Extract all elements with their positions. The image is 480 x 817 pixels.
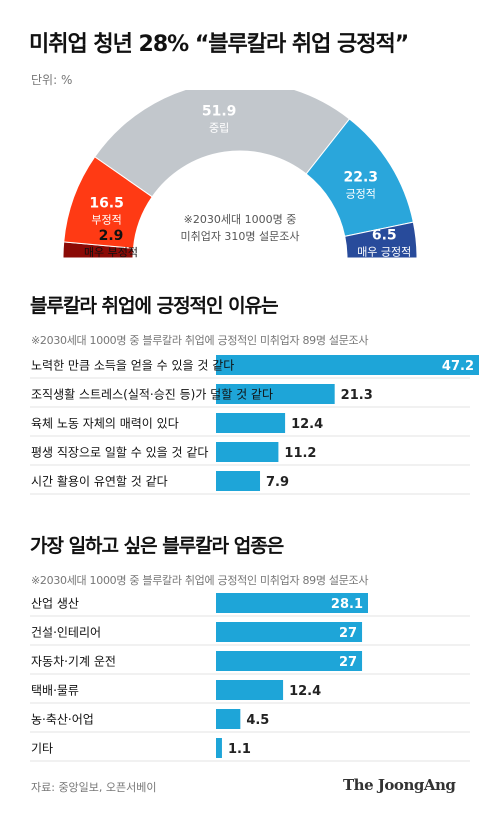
donut-value-3: 22.3 xyxy=(343,169,378,185)
bar-4 xyxy=(216,709,241,729)
page-title: 미취업 청년 28% “블루칼라 취업 긍정적” xyxy=(29,32,409,57)
bar-label-4: 농·축산·어업 xyxy=(31,713,94,727)
bar-value-4: 7.9 xyxy=(266,475,289,490)
unit-label: 단위: % xyxy=(31,73,73,87)
donut-chart: 2.9 매우 부정적 16.5 부정적 51.9 중립 22.3 긍정적 6.5 매우 긍정적 ※… xyxy=(62,90,418,259)
bar-value-0: 28.1 xyxy=(331,597,363,612)
section-title-reasons: 블루칼라 취업에 긍정적인 이유는 xyxy=(30,295,279,317)
donut-label-0: 매우 부정적 xyxy=(84,246,138,259)
bar-label-5: 기타 xyxy=(31,742,53,756)
bar-chart-industries: 산업 생산 28.1 건설·인테리어 27 자동차·기계 운전 27 택배·물류 12.4 농·… xyxy=(30,593,470,762)
bar-label-1: 건설·인테리어 xyxy=(31,626,101,640)
bar-5 xyxy=(216,738,222,758)
bar-label-0: 노력한 만큼 소득을 얻을 수 있을 것 같다 xyxy=(31,359,234,373)
bar-label-0: 산업 생산 xyxy=(31,597,79,611)
bar-value-4: 4.5 xyxy=(246,713,269,728)
bar-value-3: 12.4 xyxy=(289,684,321,699)
brand-logo: The JoongAng xyxy=(343,776,456,794)
bar-3 xyxy=(216,680,284,700)
bar-2 xyxy=(216,651,363,671)
source-label: 자료: 중앙일보, 오픈서베이 xyxy=(31,781,157,794)
bar-value-1: 21.3 xyxy=(341,388,373,403)
donut-value-0: 2.9 xyxy=(99,228,124,244)
bar-value-3: 11.2 xyxy=(284,446,316,461)
bar-value-1: 27 xyxy=(339,626,357,641)
bar-4 xyxy=(216,471,261,491)
bar-0 xyxy=(216,355,479,375)
bar-value-2: 27 xyxy=(339,655,357,670)
bar-chart-reasons: 노력한 만큼 소득을 얻을 수 있을 것 같다 47.2 조직생활 스트레스(실적·… xyxy=(30,355,479,495)
bar-1 xyxy=(216,384,335,404)
donut-label-4: 매우 긍정적 xyxy=(357,245,411,258)
bar-3 xyxy=(216,442,279,462)
donut-label-3: 긍정적 xyxy=(346,187,376,200)
bar-2 xyxy=(216,413,286,433)
donut-value-1: 16.5 xyxy=(89,195,124,211)
section-note-reasons: ※2030세대 1000명 중 블루칼라 취업에 긍정적인 미취업자 89명 설… xyxy=(31,334,369,347)
donut-label-1: 부정적 xyxy=(91,213,121,226)
section-note-industries: ※2030세대 1000명 중 블루칼라 취업에 긍정적인 미취업자 89명 설… xyxy=(31,574,369,587)
donut-value-2: 51.9 xyxy=(202,104,237,120)
bar-label-2: 육체 노동 자체의 매력이 있다 xyxy=(31,417,179,431)
bar-value-5: 1.1 xyxy=(228,742,251,757)
donut-value-4: 6.5 xyxy=(372,227,397,243)
bar-1 xyxy=(216,622,363,642)
bar-value-0: 47.2 xyxy=(442,359,474,374)
bar-label-2: 자동차·기계 운전 xyxy=(31,655,116,669)
donut-label-2: 중립 xyxy=(209,122,229,135)
bar-0 xyxy=(216,593,368,613)
bar-label-1: 조직생활 스트레스(실적·승진 등)가 덜할 것 같다 xyxy=(31,388,273,402)
bar-label-4: 시간 활용이 유연할 것 같다 xyxy=(31,475,168,489)
donut-note: ※2030세대 1000명 중 미취업자 310명 설문조사 xyxy=(180,213,299,243)
bar-value-2: 12.4 xyxy=(291,417,323,432)
donut-slice-2 xyxy=(94,90,351,198)
section-title-industries: 가장 일하고 싶은 블루칼라 업종은 xyxy=(30,535,284,557)
donut-slice-4 xyxy=(344,221,418,259)
bar-label-3: 택배·물류 xyxy=(31,684,79,698)
bar-label-3: 평생 직장으로 일할 수 있을 것 같다 xyxy=(31,446,208,460)
